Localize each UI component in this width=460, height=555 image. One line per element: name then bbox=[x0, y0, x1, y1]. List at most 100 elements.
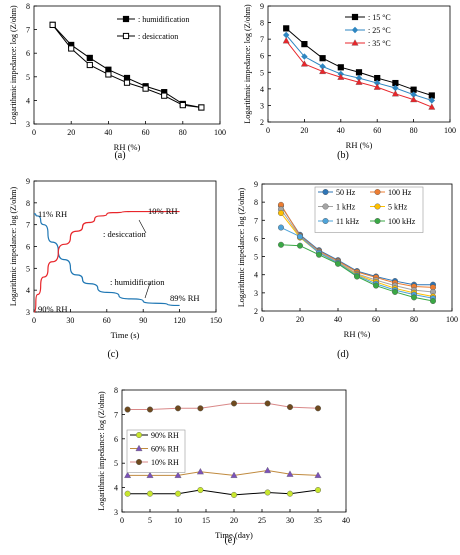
x-tick-label: 40 bbox=[334, 315, 342, 324]
plot-frame bbox=[261, 183, 453, 312]
legend-label: 11 kHz bbox=[336, 217, 359, 226]
data-point bbox=[354, 273, 361, 280]
x-tick-label: 35 bbox=[314, 516, 322, 525]
data-point bbox=[196, 468, 204, 475]
legend-label: : desiccation bbox=[138, 32, 178, 41]
legend-marker bbox=[322, 217, 329, 224]
legend-marker bbox=[351, 26, 359, 34]
x-tick-label: 20 bbox=[230, 516, 238, 525]
legend-label: : 15 °C bbox=[368, 13, 391, 22]
legend-marker bbox=[351, 13, 359, 21]
y-tick-label: 7 bbox=[114, 410, 118, 419]
plot-frame bbox=[33, 5, 221, 125]
y-tick-label: 3 bbox=[260, 101, 264, 110]
x-tick-label: 90 bbox=[139, 316, 147, 325]
y-tick-label: 5 bbox=[26, 73, 30, 82]
y-axis-label: Logarithmic impedance: log (Z/ohm) bbox=[9, 187, 18, 307]
x-tick-label: 80 bbox=[410, 315, 418, 324]
data-point bbox=[230, 471, 238, 478]
data-point bbox=[230, 400, 237, 407]
y-tick-label: 2 bbox=[260, 118, 264, 127]
data-point bbox=[86, 61, 93, 69]
panel-label: (e) bbox=[224, 535, 235, 546]
data-point bbox=[392, 84, 399, 92]
y-tick-label: 7 bbox=[26, 26, 30, 35]
y-tick-label: 6 bbox=[114, 435, 118, 444]
y-tick-label: 5 bbox=[114, 459, 118, 468]
x-axis-label: Time (day) bbox=[215, 530, 253, 540]
series-line-1 bbox=[127, 489, 319, 496]
y-tick-label: 8 bbox=[114, 386, 118, 395]
x-tick-label: 0 bbox=[120, 516, 124, 525]
y-tick-label: 6 bbox=[26, 49, 30, 58]
x-axis-label: RH (%) bbox=[346, 140, 373, 150]
data-point bbox=[301, 53, 308, 60]
x-tick-label: 60 bbox=[373, 126, 381, 135]
y-tick-label: 7 bbox=[26, 221, 30, 230]
data-point bbox=[391, 90, 399, 97]
data-point bbox=[428, 103, 436, 110]
data-point bbox=[86, 54, 93, 62]
data-point bbox=[161, 92, 168, 99]
data-point bbox=[355, 78, 363, 85]
legend-marker bbox=[322, 188, 329, 195]
x-tick-label: 60 bbox=[103, 316, 111, 325]
data-point bbox=[174, 490, 181, 497]
x-axis-label: Time (s) bbox=[111, 330, 140, 340]
data-point bbox=[287, 490, 294, 497]
data-point bbox=[283, 31, 290, 39]
data-point bbox=[392, 288, 399, 295]
y-tick-label: 8 bbox=[26, 2, 30, 11]
y-axis-label: Logarithmic impedance: log (Z/ohm) bbox=[9, 5, 18, 125]
x-tick-label: 100 bbox=[444, 126, 456, 135]
annotation: 11% RH bbox=[38, 209, 67, 219]
legend-marker bbox=[135, 459, 142, 466]
data-point bbox=[230, 491, 237, 498]
data-point bbox=[287, 404, 294, 411]
y-tick-label: 9 bbox=[254, 180, 258, 189]
data-point bbox=[301, 41, 308, 48]
panel-label: (a) bbox=[114, 150, 125, 161]
y-tick-label: 6 bbox=[26, 243, 30, 252]
data-point bbox=[197, 487, 204, 494]
y-tick-label: 3 bbox=[254, 289, 258, 298]
series-line-2 bbox=[285, 34, 432, 101]
y-tick-label: 8 bbox=[26, 199, 30, 208]
series-line-1 bbox=[33, 213, 180, 307]
y-tick-label: 2 bbox=[254, 307, 258, 316]
data-point bbox=[319, 63, 326, 70]
annotation: : humidification bbox=[110, 277, 165, 287]
legend-marker bbox=[135, 444, 143, 452]
x-tick-label: 20 bbox=[67, 128, 75, 137]
x-tick-label: 40 bbox=[104, 128, 112, 137]
data-point bbox=[355, 69, 363, 76]
data-point bbox=[315, 405, 322, 412]
x-tick-label: 0 bbox=[266, 126, 270, 135]
x-tick-label: 15 bbox=[202, 516, 210, 525]
x-tick-label: 30 bbox=[66, 316, 74, 325]
x-tick-label: 60 bbox=[142, 128, 150, 137]
data-point bbox=[198, 104, 205, 111]
data-point bbox=[278, 210, 285, 217]
data-point bbox=[300, 60, 308, 67]
x-tick-label: 0 bbox=[260, 315, 264, 324]
annotation-arrow bbox=[144, 282, 151, 299]
data-point bbox=[124, 490, 131, 497]
y-tick-label: 3 bbox=[26, 308, 30, 317]
x-tick-label: 20 bbox=[300, 126, 308, 135]
y-tick-label: 4 bbox=[260, 85, 264, 94]
data-point bbox=[315, 487, 322, 494]
y-axis-label: Logarithmic impedance: log (Z/ohm) bbox=[97, 391, 106, 511]
x-tick-label: 30 bbox=[286, 516, 294, 525]
x-tick-label: 80 bbox=[179, 128, 187, 137]
y-tick-label: 9 bbox=[260, 2, 264, 11]
chart-panel-2: 2 3 4 5 6 7 8 9 0 20 40 60 80 100 RH (%) Logarithmic im… bbox=[243, 2, 456, 161]
legend-marker bbox=[135, 432, 142, 439]
legend-marker bbox=[122, 15, 130, 23]
x-tick-label: 120 bbox=[174, 316, 186, 325]
y-tick-label: 7 bbox=[260, 35, 264, 44]
data-point bbox=[319, 67, 327, 75]
